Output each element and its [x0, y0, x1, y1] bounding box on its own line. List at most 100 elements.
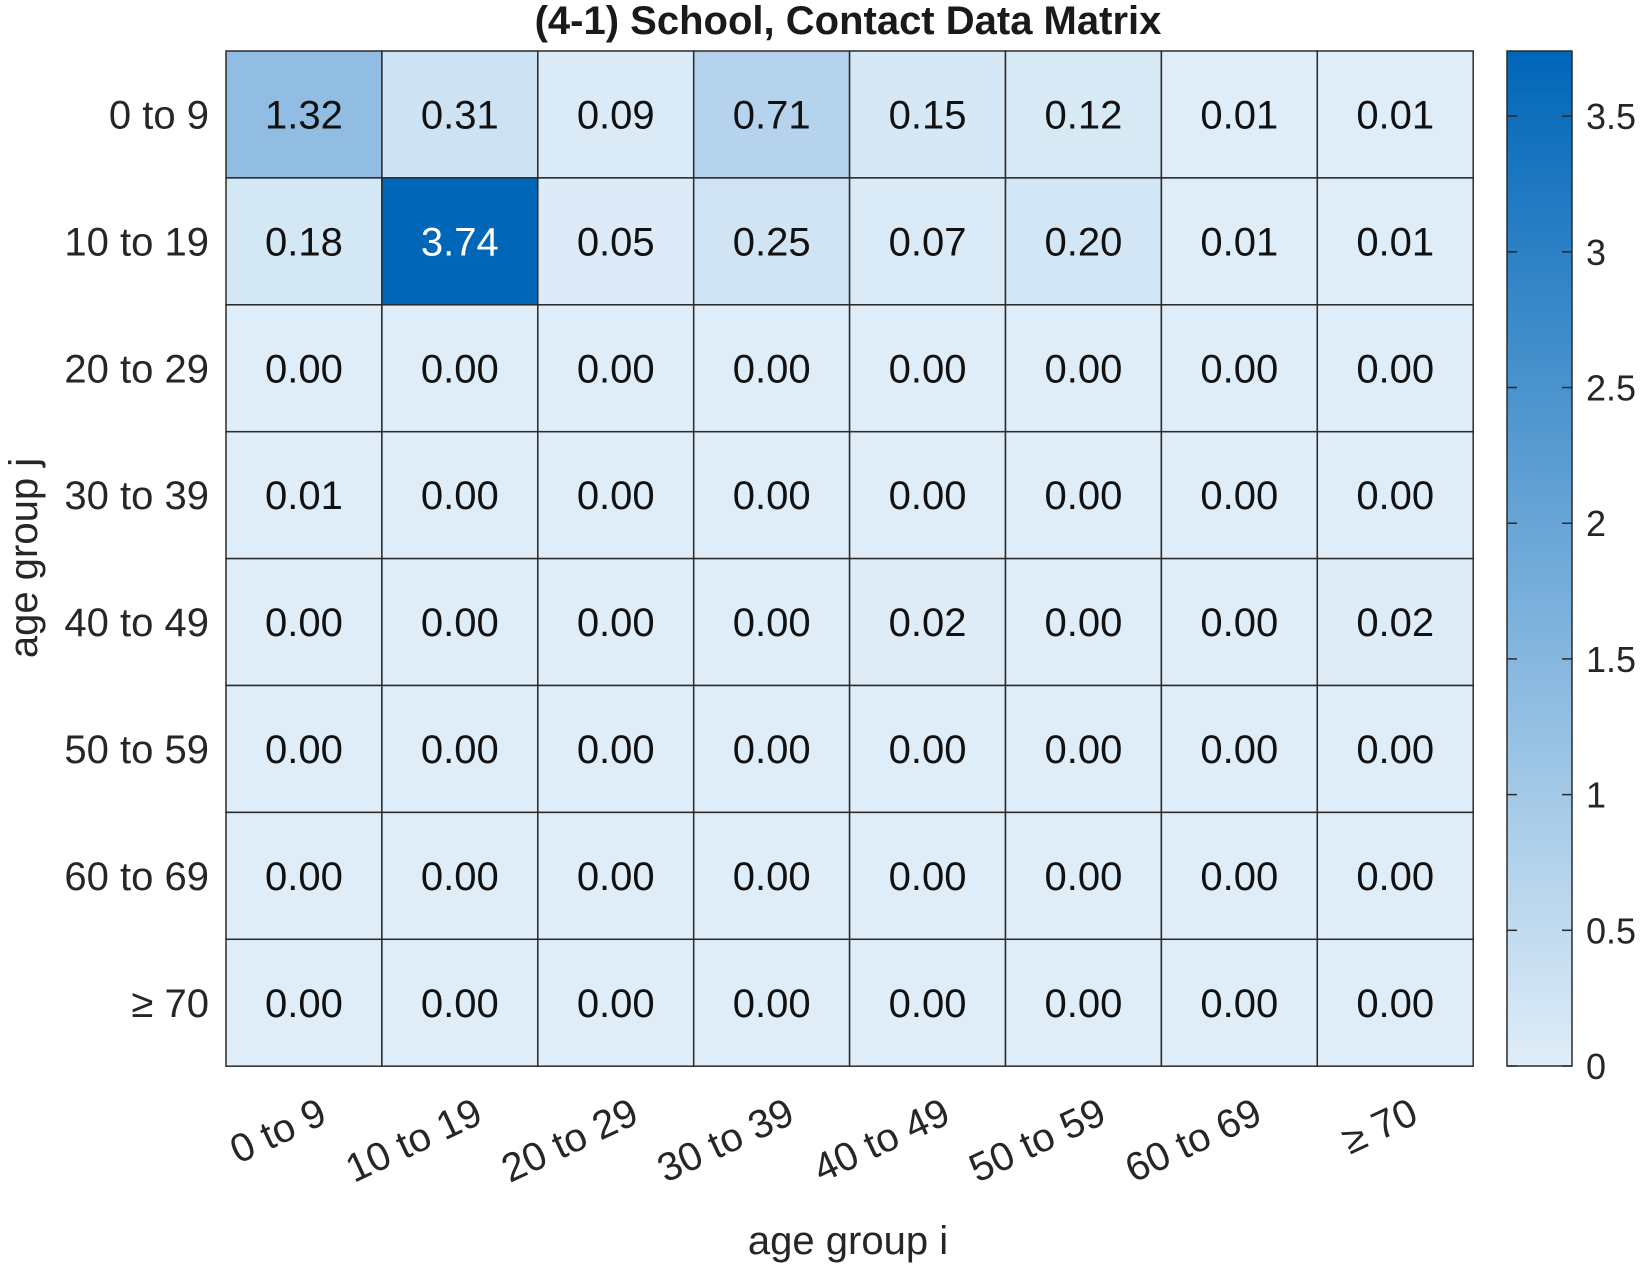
cell-value-label: 0.00 [1045, 347, 1123, 391]
heatmap-cell [848, 304, 1007, 433]
heatmap-cell [1004, 938, 1163, 1067]
y-tick-label: ≥ 70 [131, 982, 209, 1026]
cell-value-label: 0.00 [733, 347, 811, 391]
cell-value-label: 0.00 [1356, 728, 1434, 772]
cell-value-label: 0.00 [421, 728, 499, 772]
heatmap-cell [1160, 557, 1319, 687]
cell-value-label: 0.00 [421, 982, 499, 1026]
y-tick-label: 60 to 69 [64, 855, 209, 899]
cell-value-label: 0.00 [1200, 601, 1278, 645]
heatmap-cell [225, 811, 383, 941]
y-tick-labels: 0 to 9 10 to 19 20 to 29 30 to 39 40 to 49 50… [64, 93, 209, 1025]
x-axis-label: age group i [748, 1219, 948, 1263]
cell-value-label: 0.00 [889, 982, 967, 1026]
y-tick-label: 20 to 29 [64, 347, 209, 391]
colorbar-tick-label: 1.5 [1586, 639, 1636, 680]
heatmap-cell [1004, 811, 1163, 941]
heatmap-cell [381, 938, 539, 1067]
colorbar-tick-label: 1 [1586, 775, 1606, 816]
cell-value-label: 0.00 [889, 855, 967, 899]
cell-value-label: 0.20 [1045, 220, 1123, 264]
cell-value-label: 0.00 [889, 728, 967, 772]
heatmap-cell [537, 304, 695, 433]
cell-value-label: 3.74 [421, 220, 499, 264]
heatmap-cell [1316, 50, 1474, 179]
heatmap-cell [848, 684, 1007, 814]
cell-value-label: 0.00 [1200, 855, 1278, 899]
x-tick-label: 10 to 19 [339, 1090, 489, 1191]
cell-value-label: 0.00 [1200, 728, 1278, 772]
cell-value-label: 0.00 [1045, 982, 1123, 1026]
colorbar-tick-label: 3 [1586, 232, 1606, 273]
cell-value-label: 0.00 [421, 601, 499, 645]
colorbar: 0 0.5 1 1.5 2 2.5 3 3.5 [1506, 50, 1636, 1087]
cell-value-label: 0.00 [733, 601, 811, 645]
cell-value-label: 0.00 [1045, 855, 1123, 899]
cell-value-label: 0.00 [733, 728, 811, 772]
cell-value-label: 0.00 [577, 601, 655, 645]
cell-value-label: 0.00 [1200, 982, 1278, 1026]
heatmap-cell [225, 50, 383, 179]
cell-value-label: 0.00 [421, 474, 499, 518]
cell-value-label: 0.00 [577, 347, 655, 391]
cell-value-label: 0.00 [1356, 855, 1434, 899]
heatmap-cell [225, 430, 383, 560]
x-tick-label: 40 to 49 [807, 1090, 957, 1191]
cell-value-label: 0.00 [1200, 347, 1278, 391]
x-tick-label: 50 to 59 [963, 1090, 1113, 1191]
cell-value-label: 0.00 [265, 601, 343, 645]
heatmap-cell [848, 50, 1007, 179]
y-tick-label: 10 to 19 [64, 220, 209, 264]
cell-value-label: 0.02 [1356, 601, 1434, 645]
heatmap-cell [1160, 811, 1319, 941]
y-tick-label: 30 to 39 [64, 474, 209, 518]
cell-value-label: 0.09 [577, 93, 655, 137]
heatmap-cell [225, 938, 383, 1067]
chart-title: (4-1) School, Contact Data Matrix [535, 0, 1162, 43]
cell-value-label: 0.00 [1045, 474, 1123, 518]
cell-value-label: 0.00 [577, 474, 655, 518]
cell-value-label: 0.00 [733, 855, 811, 899]
cell-value-label: 0.18 [265, 220, 343, 264]
heatmap-cell [848, 177, 1007, 306]
heatmap-cell [225, 304, 383, 433]
cell-value-label: 0.71 [733, 93, 811, 137]
colorbar-tick-label: 2 [1586, 503, 1606, 544]
heatmap-cells: 1.32 0.31 0.09 0.71 0.15 0.12 0.01 0.01 0.18 3.74… [225, 50, 1474, 1067]
heatmap-cell [381, 684, 539, 814]
heatmap-cell [848, 811, 1007, 941]
heatmap-cell [848, 557, 1007, 687]
heatmap-cell [1316, 177, 1474, 306]
heatmap-cell [1316, 684, 1474, 814]
heatmap-cell [692, 430, 851, 560]
heatmap-cell [537, 430, 695, 560]
cell-value-label: 0.07 [889, 220, 967, 264]
colorbar-gradient [1506, 50, 1573, 1067]
heatmap-cell [1160, 304, 1319, 433]
y-tick-label: 50 to 59 [64, 728, 209, 772]
heatmap-cell [1316, 938, 1474, 1067]
cell-value-label: 0.00 [265, 982, 343, 1026]
cell-value-label: 0.12 [1045, 93, 1123, 137]
heatmap-cell [1160, 177, 1319, 306]
colorbar-tick-label: 2.5 [1586, 368, 1636, 409]
heatmap-cell [1160, 684, 1319, 814]
cell-value-label: 0.00 [421, 347, 499, 391]
cell-value-label: 0.00 [265, 855, 343, 899]
cell-value-label: 0.01 [1356, 93, 1434, 137]
heatmap-cell [537, 684, 695, 814]
heatmap-cell [381, 50, 539, 179]
cell-value-label: 0.00 [733, 474, 811, 518]
heatmap-cell [381, 177, 539, 306]
cell-value-label: 0.15 [889, 93, 967, 137]
heatmap-cell [1004, 684, 1163, 814]
cell-value-label: 0.25 [733, 220, 811, 264]
cell-value-label: 0.00 [889, 347, 967, 391]
x-tick-label: 0 to 9 [223, 1090, 332, 1172]
heatmap-cell [381, 811, 539, 941]
x-tick-labels: 0 to 9 10 to 19 20 to 29 30 to 39 40 to 49 50… [223, 1090, 1424, 1191]
heatmap-cell [848, 430, 1007, 560]
cell-value-label: 0.31 [421, 93, 499, 137]
